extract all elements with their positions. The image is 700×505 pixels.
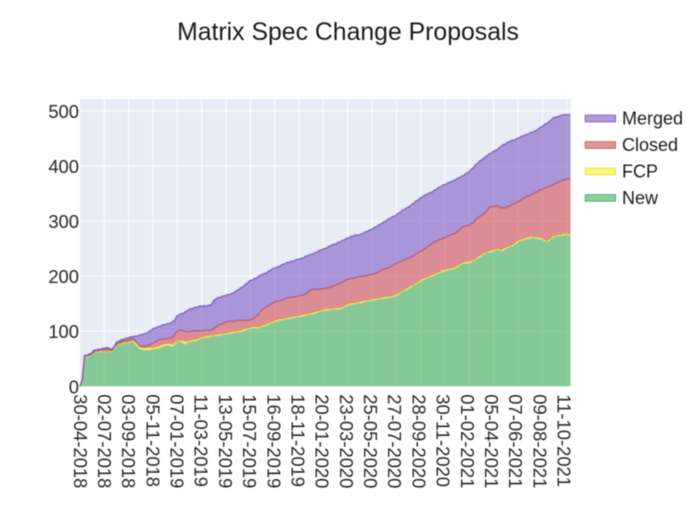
svg-text:16-09-2019: 16-09-2019: [263, 394, 284, 488]
svg-text:400: 400: [48, 156, 79, 177]
svg-text:300: 300: [48, 211, 79, 232]
svg-text:500: 500: [48, 101, 79, 122]
svg-text:05-04-2021: 05-04-2021: [481, 394, 502, 488]
svg-text:25-05-2020: 25-05-2020: [360, 394, 381, 488]
svg-text:27-07-2020: 27-07-2020: [384, 394, 405, 488]
svg-text:07-06-2021: 07-06-2021: [505, 394, 526, 488]
svg-text:28-09-2020: 28-09-2020: [408, 394, 429, 488]
svg-text:Merged: Merged: [622, 109, 683, 129]
svg-text:30-04-2018: 30-04-2018: [70, 394, 91, 488]
svg-text:Closed: Closed: [622, 135, 678, 155]
svg-text:100: 100: [48, 321, 79, 342]
svg-text:Matrix Spec Change Proposals: Matrix Spec Change Proposals: [177, 19, 519, 46]
svg-text:18-11-2019: 18-11-2019: [288, 394, 309, 487]
svg-text:01-02-2021: 01-02-2021: [457, 394, 478, 488]
svg-text:05-11-2018: 05-11-2018: [142, 394, 163, 487]
svg-text:13-05-2019: 13-05-2019: [215, 394, 236, 488]
svg-text:30-11-2020: 30-11-2020: [433, 394, 454, 487]
svg-text:07-01-2019: 07-01-2019: [167, 394, 188, 488]
svg-text:23-03-2020: 23-03-2020: [336, 394, 357, 488]
svg-text:09-08-2021: 09-08-2021: [529, 394, 550, 488]
svg-text:11-03-2019: 11-03-2019: [191, 394, 212, 487]
svg-text:FCP: FCP: [622, 162, 658, 182]
svg-text:0: 0: [69, 376, 79, 397]
svg-text:New: New: [622, 188, 659, 208]
svg-text:02-07-2018: 02-07-2018: [94, 394, 115, 488]
svg-text:200: 200: [48, 266, 79, 287]
svg-text:20-01-2020: 20-01-2020: [312, 394, 333, 488]
svg-text:11-10-2021: 11-10-2021: [554, 394, 575, 487]
svg-text:15-07-2019: 15-07-2019: [239, 394, 260, 488]
svg-text:03-09-2018: 03-09-2018: [118, 394, 139, 488]
